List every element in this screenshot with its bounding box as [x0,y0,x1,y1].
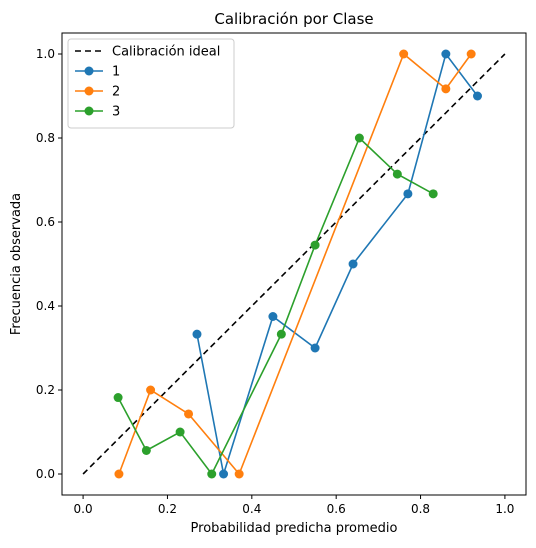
legend: Calibración ideal 1 2 3 [67,38,235,129]
legend-label: 2 [112,85,120,100]
series-point-2 [146,385,156,395]
series-point-3 [276,329,286,339]
series-point-3 [428,189,438,199]
series-point-2 [184,409,194,419]
legend-marker [84,86,94,96]
series-point-1 [348,259,358,269]
legend-marker [84,106,94,116]
chart-title: Calibración por Clase [214,10,373,28]
series-point-3 [310,240,320,250]
y-tick-label: 0.8 [36,131,55,145]
plot-frame [61,32,527,496]
x-tick-label: 0.2 [158,502,177,516]
legend-label: Calibración ideal [112,45,220,60]
x-tick-label: 0.6 [327,502,346,516]
series-line-3 [117,136,434,476]
series-point-3 [113,393,123,403]
y-tick-label: 0.2 [36,383,55,397]
y-tick-label: 0.6 [36,215,55,229]
y-tick-label: 0.0 [36,467,55,481]
legend-label: 1 [112,65,120,80]
series-point-1 [472,91,482,101]
series-point-2 [114,469,124,479]
y-tick-label: 1.0 [36,47,55,61]
x-tick-label: 1.0 [495,502,514,516]
series-point-2 [399,49,409,59]
series-point-3 [392,169,402,179]
legend-marker [84,66,94,76]
series-point-1 [219,469,229,479]
series-point-1 [192,329,202,339]
series-point-1 [441,49,451,59]
x-tick-label: 0.4 [242,502,261,516]
x-axis-title: Probabilidad predicha promedio [191,521,398,536]
series-point-2 [466,49,476,59]
x-tick-label: 0.0 [74,502,93,516]
series-point-1 [403,189,413,199]
series-point-3 [175,427,185,437]
series-point-1 [310,343,320,353]
x-tick-label: 0.8 [411,502,430,516]
legend-box [67,38,235,129]
series-point-2 [441,84,451,94]
series-point-3 [354,133,364,143]
y-tick-label: 0.4 [36,299,55,313]
y-axis-title: Frecuencia observada [9,193,24,335]
series-point-3 [141,445,151,455]
series-point-1 [268,312,278,321]
legend-label: 3 [112,105,120,120]
series-line-1 [196,52,479,475]
series-point-3 [207,469,217,479]
series-point-2 [234,469,244,479]
